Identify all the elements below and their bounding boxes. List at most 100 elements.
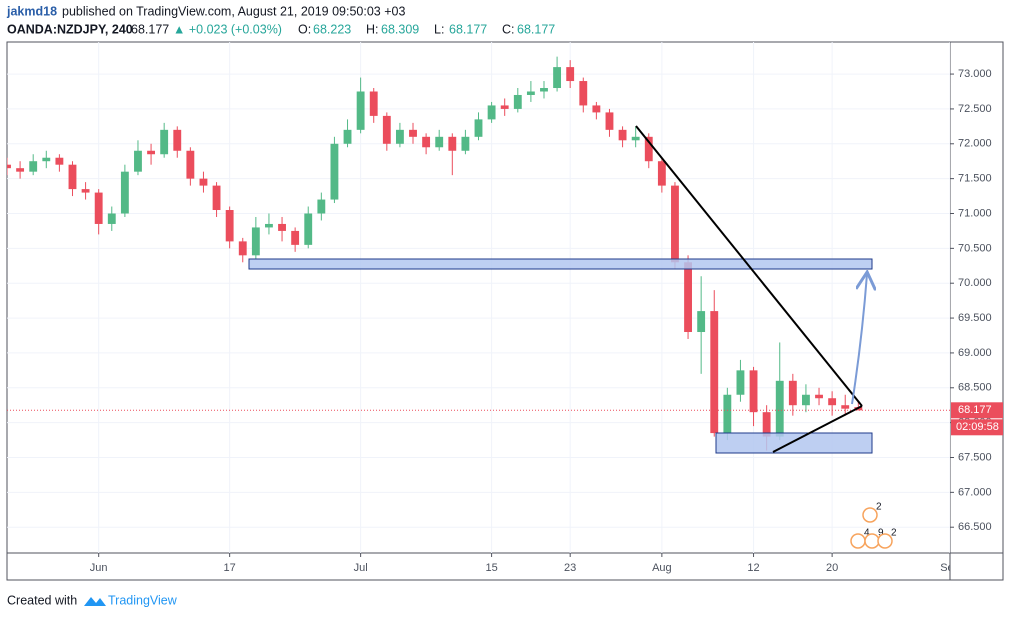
candle-body — [461, 136, 470, 151]
ohlc-label: H: — [366, 22, 379, 36]
y-tick-label: 69.500 — [958, 312, 992, 324]
author: jakmd18 — [6, 4, 57, 18]
ohlc-value: 68.223 — [313, 22, 351, 36]
candle-body — [553, 67, 562, 89]
ohlc: O: 68.223 H: 68.309 L: 68.177 C: 68.177 — [298, 22, 555, 36]
candle-body — [409, 129, 417, 137]
candle-body — [657, 161, 666, 186]
candle-body — [16, 168, 25, 172]
candle-body — [251, 227, 260, 256]
y-tick-label: 67.500 — [958, 451, 992, 463]
event-badge-label: 9 — [878, 528, 884, 539]
candle-body — [147, 150, 155, 155]
price-tag-label: 68.177 — [958, 404, 992, 416]
y-tick-label: 66.500 — [958, 521, 992, 533]
candle-body — [330, 143, 339, 200]
candle-body — [343, 129, 352, 144]
x-axis: Jun 17 Jul 15 23 Aug 12 20 Sep — [90, 553, 960, 574]
x-tick-label: 15 — [485, 562, 497, 574]
y-tick-label: 72.500 — [958, 103, 992, 115]
candle-body — [199, 178, 208, 186]
price-tag — [951, 402, 1003, 419]
drawings — [248, 125, 873, 454]
ohlc-value: 68.177 — [517, 22, 555, 36]
candle-body — [435, 136, 444, 148]
candle-body — [671, 185, 679, 263]
candle-body — [68, 164, 77, 190]
symbol: OANDA:NZDJPY, 240 — [7, 22, 133, 36]
candle-body — [356, 91, 365, 130]
candle-body — [212, 185, 221, 211]
candle-body — [422, 136, 431, 148]
x-tick-label: 12 — [747, 562, 759, 574]
y-tick-label: 71.000 — [958, 207, 992, 219]
countdown: 02:09:58 — [956, 421, 999, 433]
event-badge — [864, 533, 880, 549]
x-tick-label: 20 — [826, 562, 838, 574]
x-tick-label: Aug — [652, 562, 672, 574]
frame — [6, 41, 1004, 581]
x-tick-label: 17 — [224, 562, 236, 574]
y-tick-label: 71.500 — [958, 173, 992, 185]
candle-body — [697, 311, 706, 333]
arrow — [851, 274, 867, 405]
change: ▲ +0.023 (+0.03%) — [173, 22, 282, 36]
event-badge — [862, 507, 878, 523]
candle-body — [605, 112, 614, 130]
candle-body — [94, 192, 103, 224]
x-tick-label: Jul — [354, 562, 368, 574]
candle-body — [592, 105, 601, 113]
trend-line — [635, 125, 863, 407]
published: published on TradingView.com, August 21,… — [62, 4, 405, 18]
candle-body — [238, 241, 247, 256]
zone — [248, 258, 873, 270]
ohlc-label: C: — [502, 22, 515, 36]
logo — [84, 597, 106, 606]
candle-body — [291, 230, 300, 245]
candle-body — [566, 67, 575, 82]
candle-body — [225, 210, 234, 242]
candle-body — [173, 129, 182, 151]
candle-body — [828, 398, 837, 406]
candle-body — [81, 189, 90, 193]
candle-body — [762, 412, 771, 437]
y-tick-label: 68.500 — [958, 382, 992, 394]
countdown-tag — [951, 419, 1003, 436]
candle-body — [710, 311, 719, 434]
candle-body — [369, 91, 378, 116]
ohlc-value: 68.309 — [381, 22, 419, 36]
candle-body — [684, 262, 692, 333]
candle-body — [500, 105, 509, 109]
candle-body — [736, 370, 745, 395]
x-tick-label: 23 — [564, 562, 576, 574]
y-tick-label: 67.000 — [958, 486, 992, 498]
candle-body — [618, 129, 627, 141]
candle-body — [107, 213, 116, 224]
y-tick-label: 69.000 — [958, 347, 992, 359]
candle-body — [120, 171, 129, 214]
ohlc-label: O: — [298, 22, 311, 36]
candle-body — [526, 91, 535, 95]
candle-body — [395, 129, 404, 144]
candle-body — [513, 94, 522, 109]
candle-body — [644, 136, 653, 162]
candle-body — [540, 88, 548, 92]
zone — [715, 432, 873, 454]
x-tick-label: Jun — [90, 562, 108, 574]
candle-body — [815, 394, 823, 399]
event-badge — [877, 533, 893, 549]
candle-body — [160, 129, 169, 155]
candle-body — [448, 136, 457, 151]
candle-body — [841, 405, 850, 409]
candle-body — [802, 394, 810, 406]
candle-body — [134, 150, 142, 172]
footer-prefix: Created with — [7, 593, 77, 607]
axes: 66.50067.00067.50068.00068.50069.00069.5… — [90, 68, 1003, 574]
candle-body — [579, 81, 588, 106]
candle-body — [278, 223, 286, 231]
candle-body — [749, 370, 758, 413]
x-tick-label: Sep — [940, 562, 960, 574]
grid — [7, 42, 950, 553]
